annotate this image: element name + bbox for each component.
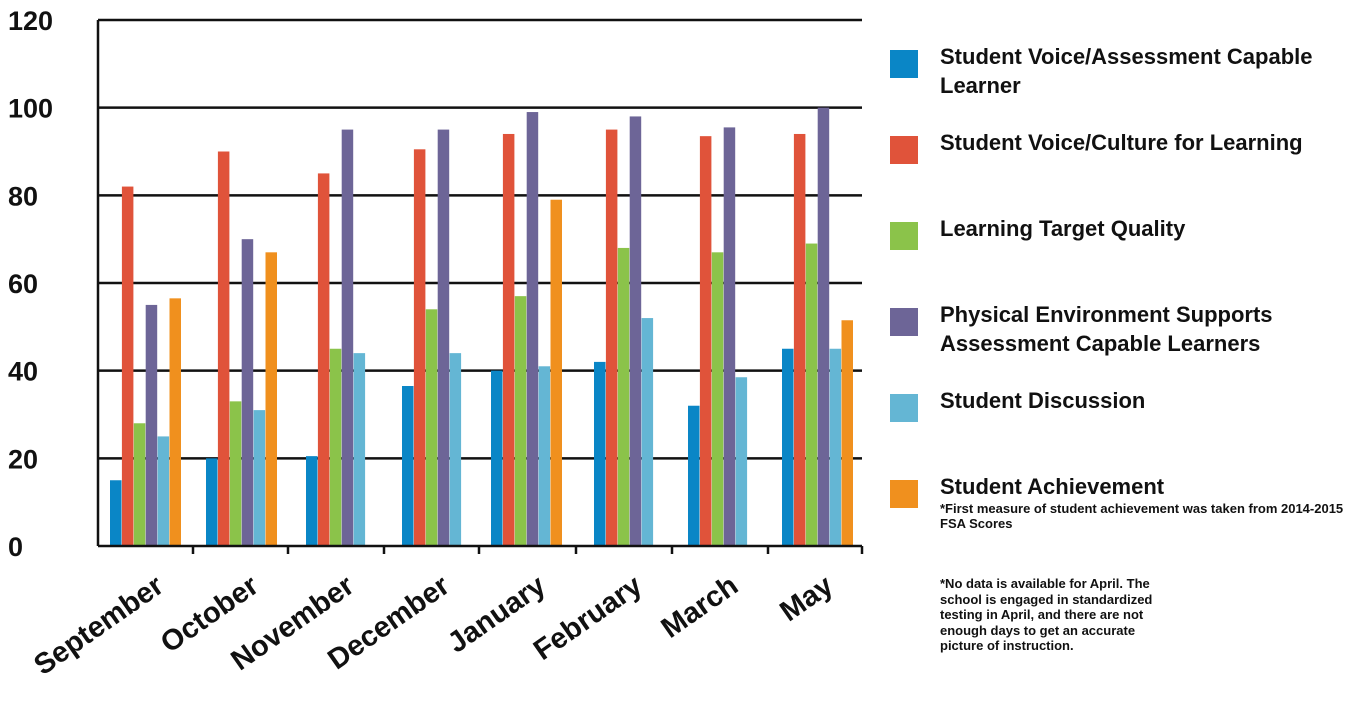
legend-swatch [890,222,918,250]
legend-label-wrap: Student Achievement *First measure of st… [940,472,1369,531]
footnote: *No data is available for April. The sch… [940,576,1153,653]
bar [526,112,539,547]
bar [437,129,450,547]
bar [425,309,438,546]
legend-swatch [890,308,918,336]
bar [594,361,606,546]
x-tick-label: May [774,570,839,629]
y-tick-label: 100 [8,94,53,124]
bar [735,377,748,546]
bar [829,348,842,546]
bar [157,436,170,546]
y-tick-label: 40 [8,357,38,387]
bar [317,173,330,546]
bar [329,348,342,546]
axes [96,20,864,554]
x-tick-label: March [656,570,744,645]
bar [782,348,794,546]
x-tick-label: September [28,570,169,682]
bar [121,186,134,547]
legend-swatch [890,50,918,78]
bar [413,149,426,546]
bar [217,151,230,546]
bar [206,458,218,546]
bars [110,107,853,547]
bar [110,480,122,546]
bar [817,107,830,547]
bar [711,252,724,547]
bar [353,353,366,546]
bar [699,136,712,547]
bar [169,298,181,546]
bar [449,353,462,546]
bar [688,405,700,546]
y-tick-label: 20 [8,444,38,474]
legend-label: Student Voice/Assessment Capable Learner [940,44,1313,98]
bar [793,133,806,546]
bar [841,320,853,546]
bar [341,129,354,547]
bar [502,133,515,546]
legend-label: Student Achievement [940,474,1165,499]
x-tick-label: February [528,570,648,667]
legend-swatch [890,394,918,422]
y-tick-label: 80 [8,181,38,211]
y-tick-label: 0 [8,532,23,562]
legend-swatch [890,480,918,508]
bar [617,247,630,546]
bar [641,318,654,546]
bar [229,401,242,546]
gridlines [98,18,862,460]
bar [253,410,266,546]
legend-label: Learning Target Quality [940,216,1186,241]
bar [306,456,318,546]
bar [605,129,618,547]
legend-swatch [890,136,918,164]
bar [723,127,736,547]
bar [145,304,158,546]
bar [241,239,254,546]
bar [629,116,642,546]
bar [402,386,414,546]
achievement-note: *First measure of student achievement wa… [940,501,1344,531]
legend-label: Student Discussion [940,388,1146,413]
legend-label: Student Voice/Culture for Learning [940,130,1303,155]
bar [538,366,551,546]
bar [550,199,562,546]
legend-label: Physical Environment Supports Assessment… [940,302,1273,356]
bar [133,423,146,546]
bar [514,296,527,546]
y-tick-label: 120 [8,6,53,36]
y-tick-label: 60 [8,269,38,299]
bar [491,370,503,546]
bar [805,243,818,547]
bar [265,252,277,547]
